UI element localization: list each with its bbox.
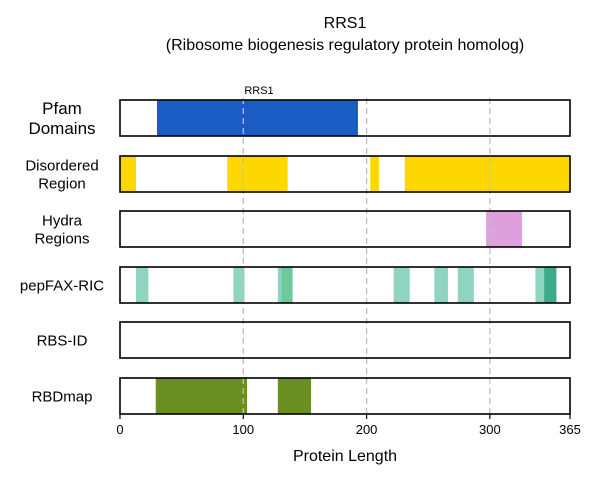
track-5-segment-1 [277, 378, 312, 414]
x-tick-label-3: 300 [479, 422, 501, 437]
track-5-border [119, 377, 571, 415]
track-3-border [119, 266, 571, 304]
track-1-segment-1 [227, 156, 288, 192]
x-tick-label-2: 200 [356, 422, 378, 437]
track-3-segment-6 [457, 267, 474, 303]
chart-title-line1: RRS1 [324, 15, 367, 32]
track-0-segment-0 [156, 100, 358, 136]
track-2-label-line-0: Hydra [42, 212, 83, 229]
x-tick-label-4: 365 [559, 422, 581, 437]
tracks-layer: RRS1PfamDomainsDisorderedRegionHydraRegi… [20, 85, 570, 414]
track-3-label-line-0: pepFAX-RIC [20, 277, 104, 294]
track-3-segment-5 [434, 267, 448, 303]
track-5: RBDmap [32, 378, 570, 414]
track-5-label-line-0: RBDmap [32, 388, 93, 405]
track-background [120, 267, 570, 303]
track-3-segment-0 [136, 267, 149, 303]
x-tick-label-1: 100 [232, 422, 254, 437]
chart-title-line2: (Ribosome biogenesis regulatory protein … [166, 37, 524, 54]
x-tick-label-0: 0 [116, 422, 123, 437]
grid-layer [242, 98, 491, 414]
track-1-segment-0 [120, 156, 137, 192]
track-3-segment-3 [281, 267, 293, 303]
track-3-segment-8 [544, 267, 557, 303]
segment-label: RRS1 [244, 85, 273, 97]
track-1-border [119, 155, 571, 193]
track-3: pepFAX-RIC [20, 267, 570, 303]
track-5-segment-0 [155, 378, 247, 414]
track-0-border [119, 99, 571, 137]
track-1-label-line-0: Disordered [25, 157, 98, 174]
track-2-border [119, 210, 571, 248]
track-0-label-line-1: Domains [28, 119, 95, 138]
track-3-segment-2 [277, 267, 282, 303]
track-0-label-line-0: Pfam [42, 99, 82, 118]
track-4-label-line-0: RBS-ID [37, 332, 88, 349]
track-3-segment-7 [535, 267, 545, 303]
track-4-border [119, 321, 571, 359]
x-axis: 0 100 200 300 365 [116, 99, 581, 437]
track-4: RBS-ID [37, 322, 570, 358]
track-2-label-line-1: Regions [34, 230, 89, 247]
track-2-segment-0 [486, 211, 522, 247]
track-1-label-line-1: Region [38, 175, 86, 192]
track-3-segment-1 [233, 267, 245, 303]
track-1-segment-2 [370, 156, 379, 192]
track-1-segment-3 [404, 156, 570, 192]
track-3-segment-4 [393, 267, 410, 303]
x-axis-label: Protein Length [293, 448, 397, 465]
track-background [120, 322, 570, 358]
